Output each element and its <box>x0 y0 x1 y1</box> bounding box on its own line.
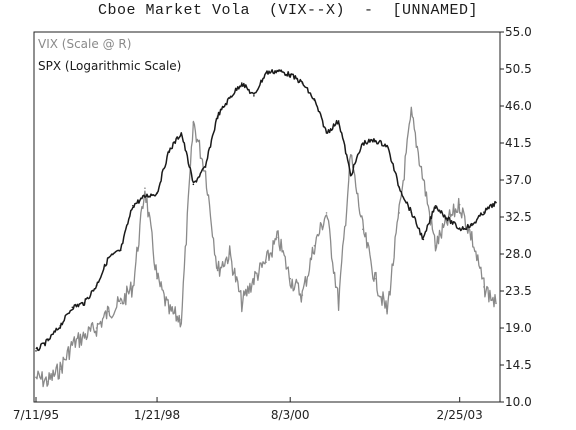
vix-line-point <box>107 310 110 313</box>
spx-line-point <box>495 201 497 204</box>
y-tick-label: 50.5 <box>505 62 532 76</box>
spx-line-point <box>156 192 158 195</box>
spx-line-point <box>95 284 98 287</box>
vix-line-point <box>180 318 183 321</box>
spx-line-point <box>374 139 376 142</box>
y-tick-label: 23.5 <box>505 284 532 298</box>
spx-line-point <box>483 211 485 213</box>
plot-frame <box>33 31 501 403</box>
y-tick-label: 46.0 <box>505 99 532 113</box>
vix-line-point <box>434 244 437 247</box>
y-tick-label: 55.0 <box>505 25 532 39</box>
spx-line-point <box>216 115 219 117</box>
spx-line-point <box>410 211 413 213</box>
vix-line-point <box>216 269 219 272</box>
vix-line-point <box>362 228 364 231</box>
spx-line-point <box>253 95 255 97</box>
vix-line-point <box>301 294 304 296</box>
vix-line-point <box>325 212 328 214</box>
vix-line-point <box>422 179 425 181</box>
spx-line-point <box>458 228 461 230</box>
spx-line-point <box>398 186 400 189</box>
vix-line-point <box>35 376 37 379</box>
vix-line-point <box>483 286 485 288</box>
y-tick-label: 41.5 <box>505 136 532 150</box>
vix-line-point <box>144 187 146 190</box>
spx-line-point <box>204 166 207 168</box>
spx-line-point <box>362 142 364 144</box>
vix-line-point <box>337 302 340 305</box>
spx-line-point <box>277 69 279 72</box>
vix-line-point <box>253 277 255 280</box>
spx-line-point <box>47 339 49 342</box>
vix-line-point <box>458 203 461 206</box>
spx-line-point <box>289 73 292 76</box>
y-tick-label: 37.0 <box>505 173 532 187</box>
spx-line-point <box>59 325 62 327</box>
vix-line-point <box>289 277 292 280</box>
vix-line <box>35 106 497 388</box>
spx-line-point <box>313 99 316 102</box>
y-tick-label: 10.0 <box>505 395 532 409</box>
spx-line-point <box>192 183 195 186</box>
y-tick-label: 19.0 <box>505 321 532 335</box>
vix-line-point <box>495 302 497 305</box>
vix-line-point <box>168 310 170 313</box>
spx-line-point <box>240 82 243 84</box>
vix-line-point <box>132 286 134 288</box>
spx-line-point <box>180 132 183 134</box>
spx-line-point <box>107 256 110 259</box>
vix-line-point <box>228 253 231 255</box>
spx-line-point <box>337 120 340 122</box>
vix-line-point <box>470 236 473 239</box>
spx-line-point <box>325 132 328 134</box>
x-tick-label: 7/11/95 <box>13 408 59 422</box>
spx-line-point <box>35 350 37 352</box>
spx-line-point <box>228 97 231 99</box>
vix-line-point <box>204 170 207 173</box>
spx-line-point <box>301 82 304 84</box>
spx-line-point <box>422 238 425 241</box>
spx-line-point <box>446 217 449 220</box>
spx-line-point <box>265 71 267 74</box>
legend-spx: SPX (Logarithmic Scale) <box>38 59 181 73</box>
vix-line-point <box>240 302 243 305</box>
x-tick-label: 2/25/03 <box>437 408 483 422</box>
chart-title: Cboe Market Vola (VIX--X) - [UNNAMED] <box>97 2 479 19</box>
vix-line-point <box>313 244 316 247</box>
spx-line-point <box>71 306 74 309</box>
x-tick-label: 8/3/00 <box>271 408 310 422</box>
vix-line-point <box>156 277 158 280</box>
vix-line-point <box>265 261 267 264</box>
vix-line-point <box>398 212 400 214</box>
vix-line-point <box>386 310 388 313</box>
vix-line-point <box>410 113 413 116</box>
spx-line-point <box>349 174 352 177</box>
spx-line-point <box>434 204 437 207</box>
spx-line-point <box>132 204 134 207</box>
x-tick-label: 1/21/98 <box>134 408 180 422</box>
y-tick-label: 28.0 <box>505 247 532 261</box>
y-tick-label: 32.5 <box>505 210 532 224</box>
vix-line-point <box>277 236 279 239</box>
legend-vix: VIX (Scale @ R) <box>38 37 131 51</box>
vix-line-point <box>83 335 86 338</box>
vix-line-point <box>374 277 376 280</box>
y-tick-label: 14.5 <box>505 358 532 372</box>
vix-line-point <box>59 368 62 370</box>
spx-line-point <box>470 224 473 227</box>
vix-line-point <box>47 380 49 383</box>
spx-line-point <box>119 249 122 252</box>
vix-line-point <box>119 302 122 305</box>
spx-line-point <box>144 195 146 198</box>
vix-line-point <box>349 154 352 157</box>
vix-line-point <box>71 343 74 346</box>
spx-line-point <box>168 150 170 152</box>
spx-line-point <box>386 144 388 147</box>
vix-line-point <box>192 121 195 124</box>
vix-line-point <box>95 327 98 329</box>
spx-line-point <box>83 302 86 304</box>
